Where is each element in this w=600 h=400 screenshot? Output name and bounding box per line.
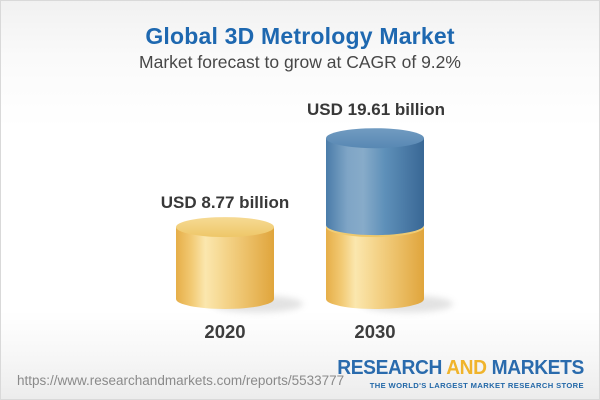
logo-tagline: THE WORLD'S LARGEST MARKET RESEARCH STOR… <box>369 381 584 391</box>
category-label-2020: 2020 <box>204 321 246 342</box>
logo-wordmark: RESEARCH AND MARKETS <box>337 358 584 378</box>
bar-2020-top <box>176 217 274 238</box>
value-label-2030: USD 19.61 billion <box>307 100 445 119</box>
bar-2030-base-segment <box>326 227 424 309</box>
logo-word-research: RESEARCH <box>337 357 443 380</box>
bar-2030-top <box>326 128 424 149</box>
chart-title: Global 3D Metrology Market <box>145 23 455 49</box>
category-label-2030: 2030 <box>354 321 396 342</box>
bar-2030-growth-segment <box>326 138 424 236</box>
bar-2020-body <box>176 227 274 309</box>
logo-word-and: AND <box>446 357 487 380</box>
research-and-markets-logo: RESEARCH AND MARKETS THE WORLD'S LARGEST… <box>327 358 584 390</box>
chart-subtitle: Market forecast to grow at CAGR of 9.2% <box>139 52 461 72</box>
logo-word-markets: MARKETS <box>491 357 585 380</box>
value-label-2020: USD 8.77 billion <box>160 193 290 212</box>
source-url: https://www.researchandmarkets.com/repor… <box>17 373 345 388</box>
